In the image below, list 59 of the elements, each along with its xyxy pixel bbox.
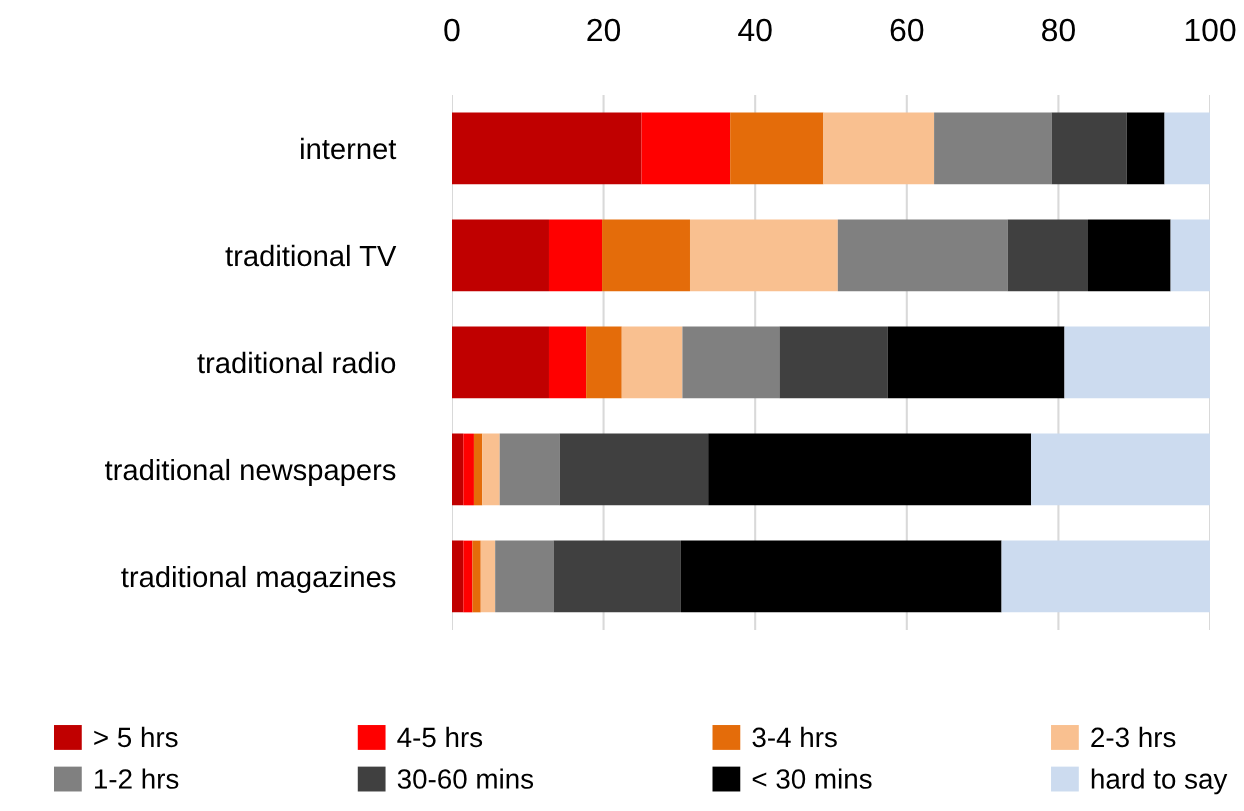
bar (499, 433, 560, 506)
bar (730, 112, 824, 185)
bar (934, 112, 1052, 185)
bar (553, 540, 681, 613)
bar (1087, 219, 1171, 292)
bar (1007, 219, 1088, 292)
bar (1126, 112, 1165, 185)
bar (586, 326, 622, 399)
y-tick-label: traditional radio (197, 351, 396, 374)
bar (689, 219, 838, 292)
bar (480, 540, 496, 613)
bar (482, 433, 500, 506)
legend-label: 1-2 hrs (94, 768, 179, 789)
bar (463, 540, 473, 613)
legend-label: 2-3 hrs (1091, 726, 1176, 748)
bar (463, 433, 474, 506)
bar (602, 219, 690, 292)
bar (548, 326, 587, 399)
bar (473, 433, 483, 506)
bar (451, 540, 464, 613)
bar (887, 326, 1065, 399)
legend-label: > 5 hrs (94, 726, 178, 748)
bar (451, 326, 549, 399)
legend-label: < 30 mins (752, 768, 872, 789)
x-tick-label: 0 (444, 18, 460, 42)
bar (472, 540, 481, 613)
bar (779, 326, 888, 399)
legend-label: 4-5 hrs (397, 726, 483, 748)
x-tick-label: 40 (738, 18, 772, 42)
y-tick-label: traditional magazines (121, 565, 396, 594)
x-tick-label: 60 (890, 18, 924, 42)
bar (682, 326, 780, 399)
bar (1170, 219, 1211, 292)
legend-label: hard to say (1091, 768, 1228, 795)
legend-label: 30-60 mins (397, 768, 534, 789)
x-tick-label: 80 (1042, 18, 1075, 42)
bar (1031, 433, 1211, 506)
bar (641, 112, 731, 185)
bar (1051, 112, 1127, 185)
bar (1001, 540, 1211, 613)
x-tick-label: 20 (587, 18, 621, 42)
bar (823, 112, 935, 185)
bar (837, 219, 1008, 292)
bar (680, 540, 1002, 613)
bar (451, 219, 549, 292)
bar (1164, 112, 1211, 185)
bar (621, 326, 683, 399)
y-tick-label: internet (301, 137, 397, 160)
legend-label: 3-4 hrs (752, 726, 837, 748)
y-tick-label: traditional TV (225, 244, 397, 267)
bar (1064, 326, 1211, 399)
bar (548, 219, 603, 292)
bar (451, 112, 642, 185)
bar (451, 433, 464, 506)
y-tick-label: traditional newspapers (105, 458, 396, 487)
bar (708, 433, 1032, 506)
x-tick-label: 100 (1185, 18, 1236, 42)
bar (559, 433, 709, 506)
bar (495, 540, 554, 613)
